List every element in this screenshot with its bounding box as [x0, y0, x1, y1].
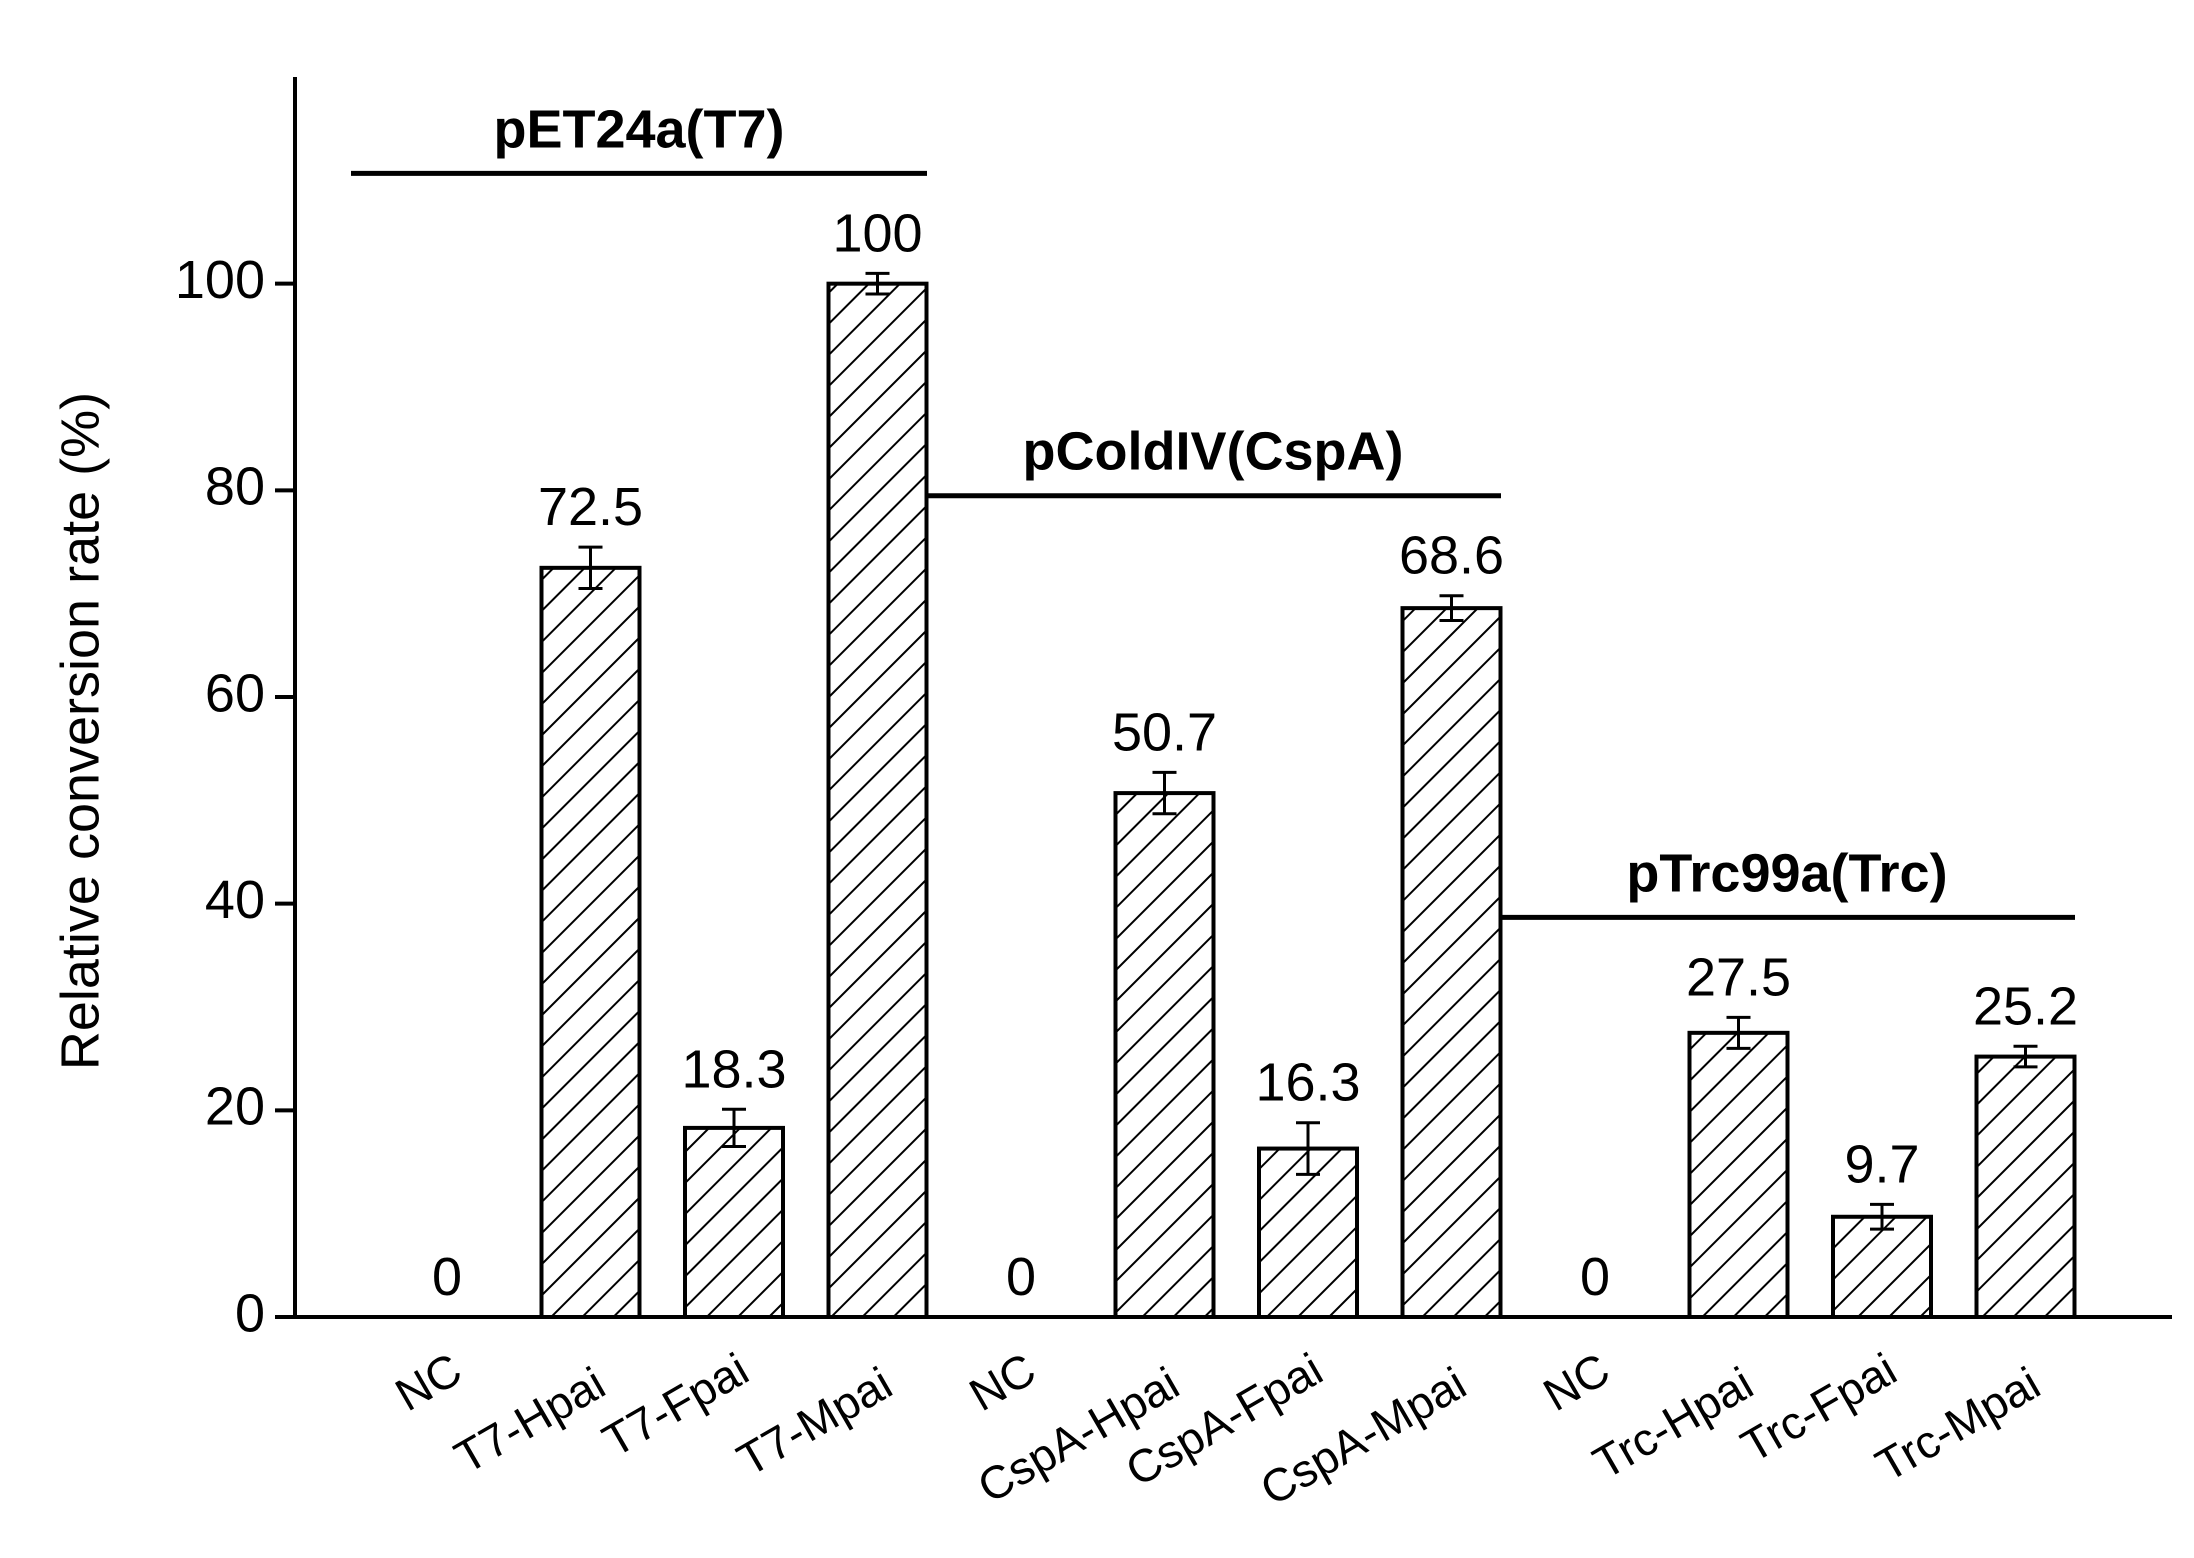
- error-bar: [578, 545, 603, 590]
- y-tick-label: 20: [205, 1077, 265, 1137]
- bar: [1113, 791, 1216, 1319]
- error-bar: [1726, 1015, 1751, 1050]
- x-tick-label: NC: [386, 1343, 470, 1421]
- bar: [1974, 1054, 2077, 1319]
- bar: [1400, 606, 1503, 1319]
- value-label: 18.3: [681, 1039, 786, 1099]
- group-label: pTrc99a(Trc): [1626, 843, 1947, 903]
- error-bar: [1152, 770, 1177, 816]
- x-tick-label: T7-Hpai: [446, 1357, 614, 1484]
- x-tick-label: NC: [1534, 1343, 1618, 1421]
- group-label: pET24a(T7): [493, 99, 784, 159]
- group-label: pColdIV(CspA): [1023, 422, 1404, 482]
- bar: [1257, 1146, 1359, 1319]
- y-tick-label: 80: [205, 457, 265, 517]
- error-bar: [865, 271, 890, 296]
- value-label: 100: [832, 203, 922, 263]
- y-tick-label: 0: [235, 1283, 265, 1343]
- value-label: 0: [432, 1247, 462, 1307]
- error-bar: [722, 1107, 746, 1148]
- value-label: 68.6: [1399, 526, 1504, 586]
- y-tick-label: 40: [205, 870, 265, 930]
- bar: [826, 281, 929, 1320]
- value-label: 72.5: [538, 477, 643, 537]
- value-label: 0: [1580, 1247, 1610, 1307]
- y-tick-label: 60: [205, 663, 265, 723]
- error-bar: [2013, 1044, 2038, 1069]
- x-tick-label: T7-Mpai: [728, 1357, 900, 1486]
- value-label: 9.7: [1844, 1134, 1919, 1194]
- value-label: 0: [1006, 1247, 1036, 1307]
- y-axis-title: Relative conversion rate (%): [50, 392, 110, 1070]
- bar: [1831, 1214, 1933, 1320]
- value-label: 16.3: [1255, 1053, 1360, 1113]
- error-bar: [1439, 594, 1464, 623]
- x-tick-label: NC: [960, 1343, 1044, 1421]
- bar: [539, 565, 642, 1319]
- error-bar: [1296, 1121, 1320, 1176]
- value-label: 25.2: [1973, 976, 2078, 1036]
- y-tick-label: 100: [175, 250, 265, 310]
- bar: [1687, 1030, 1790, 1320]
- value-label: 50.7: [1112, 702, 1217, 762]
- bar: [683, 1125, 785, 1320]
- error-bar: [1870, 1202, 1894, 1231]
- value-label: 27.5: [1686, 947, 1791, 1007]
